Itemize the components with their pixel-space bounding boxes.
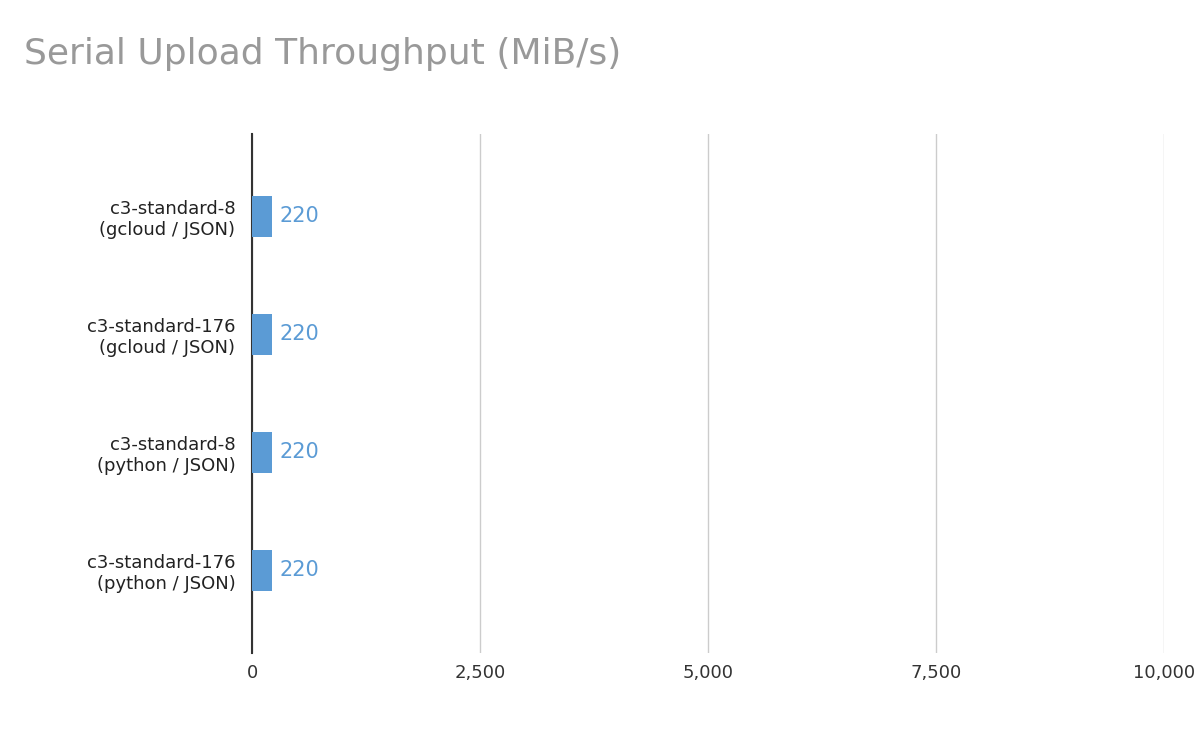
Text: 220: 220: [280, 324, 319, 344]
Text: Serial Upload Throughput (MiB/s): Serial Upload Throughput (MiB/s): [24, 37, 622, 71]
Bar: [252, 196, 272, 237]
Text: 220: 220: [280, 206, 319, 226]
Bar: [252, 432, 272, 473]
Bar: [252, 550, 272, 591]
Text: 220: 220: [280, 560, 319, 580]
Bar: [252, 314, 272, 355]
Text: 220: 220: [280, 442, 319, 462]
